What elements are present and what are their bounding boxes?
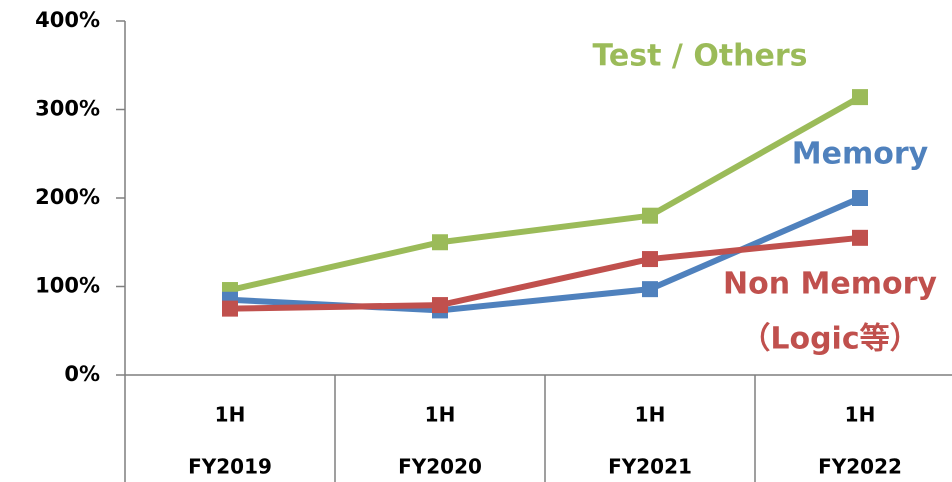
point-marker (432, 234, 448, 251)
series-label: Non Memory (723, 267, 937, 302)
x-tick-label: 1H (425, 403, 456, 427)
series-label: Memory (792, 137, 929, 172)
series-line (229, 234, 861, 312)
x-tick-label: 1H (845, 403, 876, 427)
point-marker (852, 229, 868, 246)
series-label: Test / Others (592, 39, 807, 74)
series-label: （Logic等） (740, 322, 919, 357)
series-line (229, 94, 862, 293)
point-marker (642, 281, 658, 298)
x-tick-label: FY2021 (608, 455, 692, 479)
point-marker (222, 300, 238, 317)
y-tick-label: 200% (35, 185, 100, 209)
point-marker (852, 190, 868, 206)
y-tick-label: 0% (64, 362, 100, 386)
x-tick-label: FY2019 (188, 455, 272, 479)
y-tick-label: 100% (35, 274, 100, 298)
point-marker (852, 89, 868, 106)
x-tick-label: FY2020 (398, 455, 482, 479)
y-tick-label: 400% (35, 8, 100, 32)
x-tick-label: 1H (215, 403, 246, 427)
point-marker (432, 297, 448, 314)
x-tick-label: 1H (635, 403, 666, 427)
x-tick-label: FY2022 (818, 455, 902, 479)
point-marker (642, 251, 658, 268)
point-marker (642, 207, 658, 224)
y-tick-label: 300% (35, 97, 100, 121)
